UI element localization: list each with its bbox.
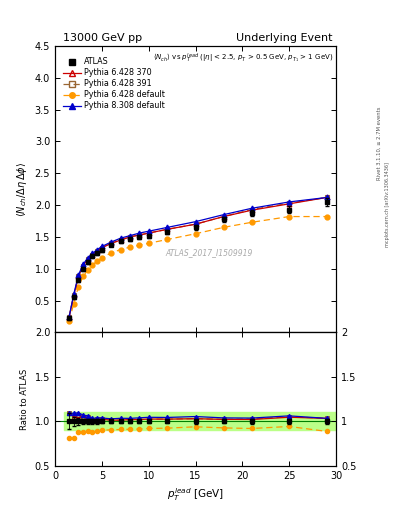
X-axis label: $p_T^{lead}$ [GeV]: $p_T^{lead}$ [GeV] [167, 486, 224, 503]
Text: ATLAS_2017_I1509919: ATLAS_2017_I1509919 [166, 248, 253, 257]
Text: $\langle N_{ch}\rangle$ vs $p_T^{lead}$ ($|\eta|$ < 2.5, $p_T$ > 0.5 GeV, $p_{T_: $\langle N_{ch}\rangle$ vs $p_T^{lead}$ … [153, 52, 333, 65]
Text: Underlying Event: Underlying Event [235, 33, 332, 44]
Text: 13000 GeV pp: 13000 GeV pp [63, 33, 142, 44]
Text: mcplots.cern.ch [arXiv:1306.3436]: mcplots.cern.ch [arXiv:1306.3436] [385, 162, 389, 247]
Legend: ATLAS, Pythia 6.428 370, Pythia 6.428 391, Pythia 6.428 default, Pythia 8.308 de: ATLAS, Pythia 6.428 370, Pythia 6.428 39… [62, 56, 167, 112]
Y-axis label: Ratio to ATLAS: Ratio to ATLAS [20, 369, 29, 430]
Text: Rivet 3.1.10, ≥ 2.7M events: Rivet 3.1.10, ≥ 2.7M events [377, 106, 382, 180]
Y-axis label: $\langle N_{ch}/\Delta\eta\,\Delta\phi\rangle$: $\langle N_{ch}/\Delta\eta\,\Delta\phi\r… [15, 162, 29, 217]
